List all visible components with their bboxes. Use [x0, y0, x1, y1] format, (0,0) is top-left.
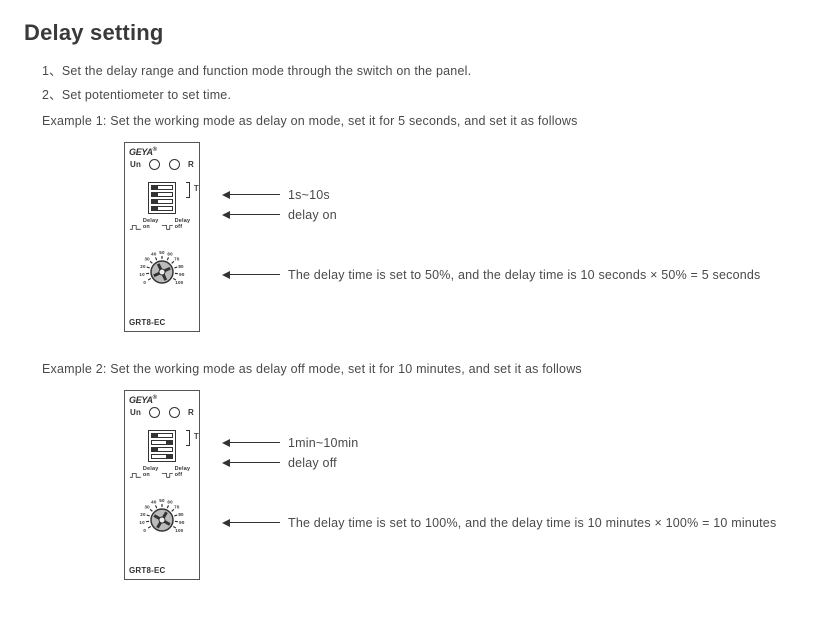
example1-block: GEYA® Un R T Delay on [124, 142, 797, 332]
dip-3[interactable] [151, 199, 173, 204]
svg-text:40: 40 [151, 499, 157, 504]
dip-4[interactable] [151, 454, 173, 459]
callout-range: 1min~10min [222, 436, 358, 450]
dip-switches[interactable]: T [142, 430, 182, 462]
un-label: Un [130, 160, 141, 169]
svg-text:20: 20 [140, 263, 146, 268]
svg-text:40: 40 [151, 251, 157, 256]
callout-mode: delay on [222, 208, 337, 222]
page-title: Delay setting [24, 20, 797, 46]
bracket-icon: T [186, 182, 190, 198]
svg-text:30: 30 [144, 504, 150, 509]
dip-1[interactable] [151, 433, 173, 438]
instructions-list: 1、Set the delay range and function mode … [42, 60, 797, 108]
dip-2[interactable] [151, 192, 173, 197]
pot-dial-icon: 0 10 20 3040506070 80 90 100 [138, 248, 186, 296]
model-number: GRT8-EC [129, 318, 166, 327]
svg-text:20: 20 [140, 511, 146, 516]
svg-text:70: 70 [174, 504, 180, 509]
svg-text:80: 80 [178, 263, 184, 268]
svg-text:100: 100 [175, 280, 183, 285]
delay-on-label: Delay on [143, 466, 162, 478]
led-un [149, 159, 160, 170]
led-row: Un R [129, 159, 195, 170]
delay-off-label: Delay off [175, 466, 194, 478]
brand-label: GEYA® [129, 147, 195, 157]
delay-off-icon [162, 224, 173, 230]
delay-off-icon [162, 472, 173, 478]
example2-block: GEYA® Un R T Delay on [124, 390, 797, 580]
svg-text:70: 70 [174, 256, 180, 261]
svg-text:10: 10 [139, 520, 145, 525]
model-number: GRT8-EC [129, 566, 166, 575]
arrow-icon [222, 459, 280, 467]
callout-pot: The delay time is set to 50%, and the de… [222, 268, 761, 282]
svg-text:90: 90 [179, 272, 185, 277]
dip-switches[interactable]: T [142, 182, 182, 214]
potentiometer[interactable]: 0 10 20 3040506070 80 90 100 [129, 248, 195, 301]
callout-range: 1s~10s [222, 188, 330, 202]
delay-off-label: Delay off [175, 218, 194, 230]
svg-text:60: 60 [167, 499, 173, 504]
svg-text:0: 0 [143, 280, 146, 285]
svg-text:100: 100 [175, 528, 183, 533]
un-label: Un [130, 408, 141, 417]
mode-row: Delay on Delay off [129, 218, 195, 230]
delay-on-label: Delay on [143, 218, 162, 230]
dip-1[interactable] [151, 185, 173, 190]
t-label: T [194, 185, 199, 193]
arrow-icon [222, 191, 280, 199]
mode-row: Delay on Delay off [129, 466, 195, 478]
example1-intro: Example 1: Set the working mode as delay… [42, 114, 797, 128]
arrow-icon [222, 271, 280, 279]
led-row: Un R [129, 407, 195, 418]
bracket-icon: T [186, 430, 190, 446]
r-label: R [188, 408, 194, 417]
svg-text:90: 90 [179, 520, 185, 525]
arrow-icon [222, 211, 280, 219]
r-label: R [188, 160, 194, 169]
delay-on-icon [130, 472, 141, 478]
arrow-icon [222, 439, 280, 447]
brand-label: GEYA® [129, 395, 195, 405]
svg-text:50: 50 [159, 250, 165, 255]
instruction-2: 2、Set potentiometer to set time. [42, 84, 797, 108]
t-label: T [194, 433, 199, 441]
callout-pot: The delay time is set to 100%, and the d… [222, 516, 776, 530]
led-r [169, 159, 180, 170]
svg-text:10: 10 [139, 272, 145, 277]
svg-text:80: 80 [178, 511, 184, 516]
svg-text:30: 30 [144, 256, 150, 261]
callout-mode: delay off [222, 456, 337, 470]
svg-text:0: 0 [143, 528, 146, 533]
potentiometer[interactable]: 0 10 20 3040506070 80 90 100 [129, 496, 195, 549]
svg-text:50: 50 [159, 498, 165, 503]
arrow-icon [222, 519, 280, 527]
example2-intro: Example 2: Set the working mode as delay… [42, 362, 797, 376]
instruction-1: 1、Set the delay range and function mode … [42, 60, 797, 84]
device-panel: GEYA® Un R T Delay on [124, 390, 200, 580]
dip-3[interactable] [151, 447, 173, 452]
led-un [149, 407, 160, 418]
delay-on-icon [130, 224, 141, 230]
dip-2[interactable] [151, 440, 173, 445]
pot-dial-icon: 0 10 20 3040506070 80 90 100 [138, 496, 186, 544]
dip-4[interactable] [151, 206, 173, 211]
svg-text:60: 60 [167, 251, 173, 256]
device-panel: GEYA® Un R T Delay on [124, 142, 200, 332]
led-r [169, 407, 180, 418]
